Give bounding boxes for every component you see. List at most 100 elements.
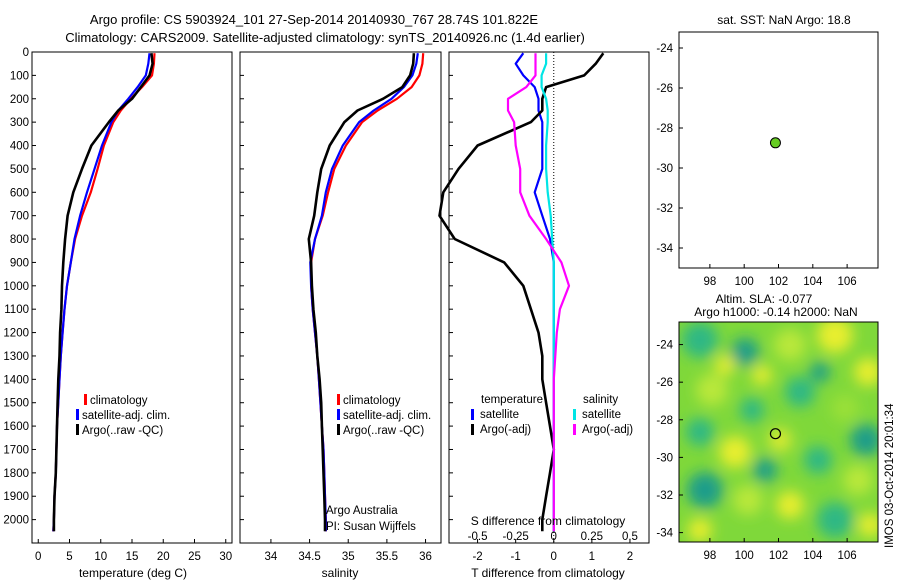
y-tick-label: 500 xyxy=(10,164,29,176)
y-tick-label: 1300 xyxy=(3,351,29,363)
diff-panel-frame xyxy=(448,51,650,544)
y-tick-label: -26 xyxy=(656,377,673,389)
y-tick-label: 1200 xyxy=(3,328,29,340)
x-tick-label: 100 xyxy=(735,276,754,288)
x-tick-label: 10 xyxy=(94,551,107,563)
x-tick-label: 15 xyxy=(126,551,139,563)
diff-series-line-4 xyxy=(506,53,571,532)
top-x-tick-label: -0.25 xyxy=(503,531,529,543)
legend-swatch-argo xyxy=(337,424,340,435)
legend-title-salinity: salinity xyxy=(583,394,618,406)
sla-map-field xyxy=(679,322,878,542)
x-tick-label: 34.5 xyxy=(298,551,320,563)
x-tick-label: 106 xyxy=(838,276,857,288)
y-tick-label: 700 xyxy=(10,211,29,223)
x-tick-label: 102 xyxy=(769,550,788,562)
x-tick-label: 98 xyxy=(703,276,716,288)
sla-title-line1: Altim. SLA: -0.077 xyxy=(716,292,813,306)
sla-field-patch xyxy=(696,374,728,406)
sal-xlabel: salinity xyxy=(322,566,359,580)
figure-title-line1: Argo profile: CS 5903924_101 27-Sep-2014… xyxy=(90,12,538,27)
y-tick-label: -30 xyxy=(656,452,673,464)
series-line-1 xyxy=(310,53,425,532)
x-tick-label: 1 xyxy=(589,551,595,563)
x-tick-label: 36 xyxy=(419,551,432,563)
y-tick-label: 100 xyxy=(10,70,29,82)
sla-field-patch xyxy=(715,355,735,375)
y-tick-label: -24 xyxy=(656,43,673,55)
x-tick-label: 0 xyxy=(35,551,41,563)
y-tick-label: 300 xyxy=(10,117,29,129)
series-line-1 xyxy=(52,53,156,532)
sla-field-blobs xyxy=(682,322,878,542)
y-tick-label: 1000 xyxy=(3,281,29,293)
y-tick-label: -34 xyxy=(656,528,673,540)
x-tick-label: 5 xyxy=(66,551,72,563)
sla-field-patch xyxy=(731,338,759,366)
sla-field-patch xyxy=(686,418,714,446)
sla-field-patch xyxy=(768,428,792,452)
sal-note-line1: Argo Australia xyxy=(326,505,398,517)
legend-swatch-sat xyxy=(337,409,340,420)
top-x-tick-label: 0.25 xyxy=(581,531,603,543)
legend-label-clim: climatology xyxy=(90,395,148,407)
x-tick-label: 2 xyxy=(627,551,633,563)
sla-field-patch xyxy=(740,398,764,422)
sla-field-patch xyxy=(733,485,763,515)
y-tick-label: -28 xyxy=(656,415,673,427)
x-tick-label: 98 xyxy=(703,550,716,562)
sal-legend: climatology satellite-adj. clim. Argo(..… xyxy=(326,394,431,533)
y-tick-label: -24 xyxy=(656,340,673,352)
y-tick-label: -26 xyxy=(656,83,673,95)
diff-legend: temperature salinity satellite Argo(-adj… xyxy=(471,394,633,436)
y-tick-label: 0 xyxy=(23,47,29,59)
y-tick-label: 2000 xyxy=(3,515,29,527)
sla-field-patch xyxy=(688,518,712,542)
y-tick-label: 800 xyxy=(10,234,29,246)
legend-label-t-sat: satellite xyxy=(480,409,519,421)
x-tick-label: 104 xyxy=(803,276,823,288)
y-tick-label: -32 xyxy=(656,490,673,502)
legend-swatch-clim xyxy=(337,394,340,405)
legend-label-argo: Argo(..raw -QC) xyxy=(343,425,424,437)
x-tick-label: -2 xyxy=(472,551,482,563)
sla-field-patch xyxy=(858,513,878,537)
x-tick-label: 100 xyxy=(735,550,754,562)
diff-panel: -2 -1 0 1 2 -0.5 -0.25 0 0.25 0.5 xyxy=(438,51,638,563)
x-tick-label: 30 xyxy=(219,551,232,563)
sla-title-line2: Argo h1000: -0.14 h2000: NaN xyxy=(694,305,857,319)
legend-label-s-sat: satellite xyxy=(582,409,621,421)
y-tick-label: -34 xyxy=(656,243,673,255)
top-x-tick-label: 0 xyxy=(551,531,557,543)
legend-swatch-t-argo xyxy=(471,424,474,435)
top-x-tick-label: 0.5 xyxy=(622,531,638,543)
legend-swatch-s-sat xyxy=(573,409,576,420)
x-tick-label: 102 xyxy=(769,276,788,288)
imos-watermark: IMOS 03-Oct-2014 20:01:34 xyxy=(884,403,896,548)
sla-field-patch xyxy=(850,424,878,456)
float-position-marker xyxy=(769,428,782,440)
y-tick-label: 1700 xyxy=(3,444,29,456)
y-tick-label: 1600 xyxy=(3,421,29,433)
x-tick-label: 20 xyxy=(157,551,170,563)
sst-map: 98 100 102 104 106 -24 -26 -28 -30 -32 -34 xyxy=(656,43,856,288)
y-tick-label: 1800 xyxy=(3,468,29,480)
sal-panel: 34 34.5 35 35.5 36 xyxy=(240,51,432,563)
sla-field-patch xyxy=(687,472,723,508)
sla-field-patch xyxy=(831,394,859,422)
sla-field-patch xyxy=(776,491,804,519)
y-tick-label: -30 xyxy=(656,163,673,175)
float-position-marker xyxy=(769,137,781,149)
legend-title-temperature: temperature xyxy=(481,394,543,406)
sla-field-patch xyxy=(817,322,853,353)
legend-label-s-argo: Argo(-adj) xyxy=(582,424,633,436)
sla-field-patch xyxy=(752,365,772,385)
temp-panel: 0100200300400500600700800900100011001200… xyxy=(3,47,232,563)
top-x-tick-label: -0.5 xyxy=(468,531,488,543)
legend-swatch-s-argo xyxy=(573,424,576,435)
diff-top-label: S difference from climatology xyxy=(471,514,626,528)
y-tick-label: 1400 xyxy=(3,374,29,386)
diff-series-line-2 xyxy=(438,52,605,532)
sla-field-patch xyxy=(804,446,832,474)
